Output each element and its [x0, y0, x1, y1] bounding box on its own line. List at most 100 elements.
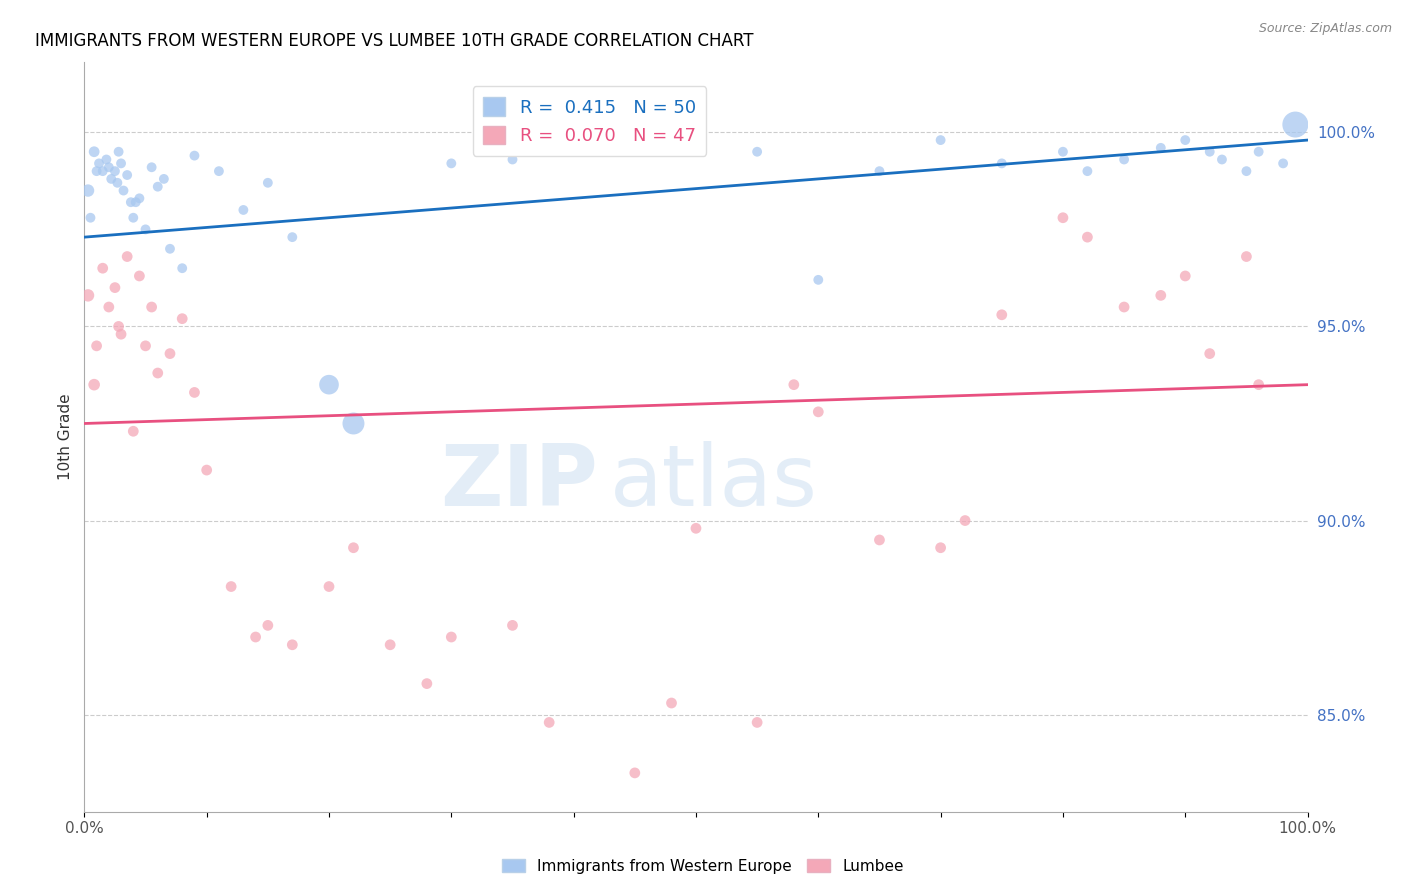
Point [1052, 145, 1074, 159]
Point [929, 133, 952, 147]
Point [100, 172, 122, 186]
Point [141, 161, 163, 175]
Point [125, 195, 148, 210]
Point [128, 191, 150, 205]
Point [159, 346, 181, 360]
Point [153, 172, 176, 186]
Point [105, 176, 128, 190]
Point [104, 280, 127, 294]
Point [141, 300, 163, 314]
Point [115, 168, 138, 182]
Text: ZIP: ZIP [440, 441, 598, 524]
Y-axis label: 10th Grade: 10th Grade [58, 393, 73, 481]
Point [318, 377, 340, 392]
Point [77, 184, 100, 198]
Point [146, 179, 169, 194]
Point [685, 521, 707, 535]
Point [1247, 145, 1270, 159]
Point [1247, 377, 1270, 392]
Point [107, 145, 129, 159]
Legend: R =  0.415   N = 50, R =  0.070   N = 47: R = 0.415 N = 50, R = 0.070 N = 47 [472, 87, 706, 156]
Point [318, 580, 340, 594]
Point [77, 288, 100, 302]
Point [1114, 300, 1136, 314]
Point [257, 176, 280, 190]
Point [1174, 133, 1197, 147]
Point [1284, 118, 1306, 132]
Text: IMMIGRANTS FROM WESTERN EUROPE VS LUMBEE 10TH GRADE CORRELATION CHART: IMMIGRANTS FROM WESTERN EUROPE VS LUMBEE… [35, 32, 754, 50]
Point [122, 424, 145, 438]
Point [135, 339, 157, 353]
Point [440, 630, 463, 644]
Point [122, 211, 145, 225]
Point [991, 156, 1014, 170]
Point [538, 715, 561, 730]
Point [245, 630, 267, 644]
Point [502, 618, 524, 632]
Point [97, 300, 120, 314]
Point [91, 164, 114, 178]
Point [128, 268, 150, 283]
Point [110, 327, 132, 342]
Point [83, 377, 105, 392]
Point [342, 541, 364, 555]
Point [440, 156, 463, 170]
Point [1114, 153, 1136, 167]
Point [112, 184, 135, 198]
Point [96, 153, 118, 167]
Point [87, 156, 110, 170]
Point [1211, 153, 1233, 167]
Point [1150, 288, 1173, 302]
Point [1198, 145, 1220, 159]
Text: Source: ZipAtlas.com: Source: ZipAtlas.com [1258, 22, 1392, 36]
Point [1052, 211, 1074, 225]
Point [342, 417, 364, 431]
Point [219, 580, 242, 594]
Point [110, 156, 132, 170]
Point [747, 715, 769, 730]
Point [1076, 230, 1098, 244]
Point [83, 145, 105, 159]
Point [172, 311, 194, 326]
Point [807, 273, 830, 287]
Point [107, 319, 129, 334]
Point [1076, 164, 1098, 178]
Point [929, 541, 952, 555]
Point [195, 463, 218, 477]
Point [624, 765, 647, 780]
Point [172, 261, 194, 276]
Point [1174, 268, 1197, 283]
Text: atlas: atlas [610, 441, 818, 524]
Point [281, 638, 304, 652]
Point [783, 377, 806, 392]
Point [159, 242, 181, 256]
Point [416, 676, 439, 690]
Point [1150, 141, 1173, 155]
Point [183, 148, 205, 162]
Point [91, 261, 114, 276]
Point [502, 153, 524, 167]
Point [1236, 164, 1258, 178]
Point [1272, 156, 1295, 170]
Point [1198, 346, 1220, 360]
Point [257, 618, 280, 632]
Point [380, 638, 402, 652]
Point [991, 308, 1014, 322]
Point [232, 202, 254, 217]
Point [104, 164, 127, 178]
Point [807, 405, 830, 419]
Point [1236, 250, 1258, 264]
Point [86, 339, 108, 353]
Point [953, 514, 976, 528]
Legend: Immigrants from Western Europe, Lumbee: Immigrants from Western Europe, Lumbee [496, 853, 910, 880]
Point [120, 195, 142, 210]
Point [79, 211, 101, 225]
Point [747, 145, 769, 159]
Point [661, 696, 683, 710]
Point [97, 161, 120, 175]
Point [183, 385, 205, 400]
Point [281, 230, 304, 244]
Point [869, 533, 891, 547]
Point [146, 366, 169, 380]
Point [869, 164, 891, 178]
